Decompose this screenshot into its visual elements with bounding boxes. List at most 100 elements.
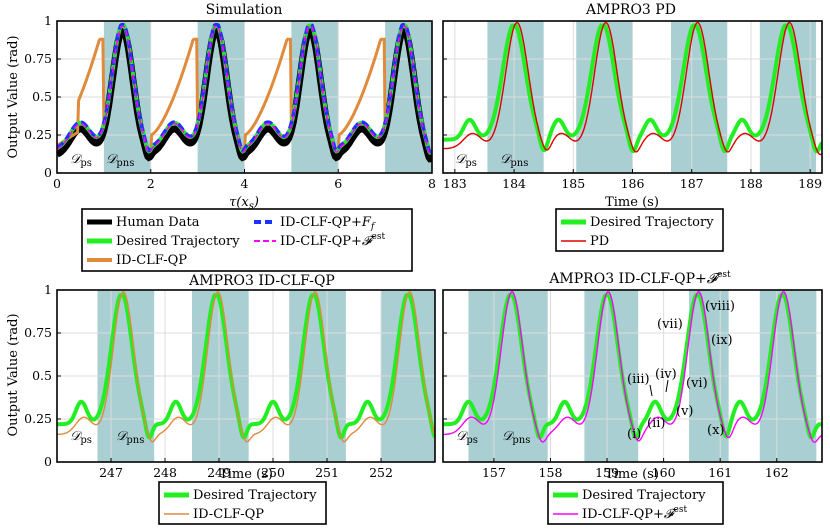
legend-c-idclfqp-label: ID-CLF-QP <box>193 507 264 522</box>
legend-b-desired-label: Desired Trajectory <box>590 215 714 230</box>
x-tick-label: 183 <box>443 176 467 191</box>
y-tick-label: 0.5 <box>32 368 52 383</box>
panel-idclfqp: AMPRO3 ID-CLF-QP 247 248 249 250 251 252 0 0.25… <box>6 273 436 482</box>
panel-d-title: AMPRO3 ID-CLF-QP+𝓕est <box>548 270 731 287</box>
legend-ff-sub: f <box>370 222 376 232</box>
x-tick-label: 6 <box>334 176 342 191</box>
y-tick-label: 0.25 <box>24 411 52 426</box>
x-tick-label: 188 <box>739 176 763 191</box>
panel-d-xlabel: Time (s) <box>605 467 659 482</box>
panel-c-grid <box>57 290 435 462</box>
panel-a-series <box>57 23 432 163</box>
legend-a-box <box>81 208 413 272</box>
x-tick-label: 184 <box>502 176 526 191</box>
x-tick-label: 4 <box>241 176 249 191</box>
panel-b-xlabel: Time (s) <box>605 195 659 210</box>
legend-ff-label: ID-CLF-QP+Ff <box>280 215 376 232</box>
panel-simulation: Simulation 0 2 4 6 800.250.50.751 τ(xs) Outp… <box>6 2 436 212</box>
legend-idclfqp: Desired Trajectory ID-CLF-QP <box>158 481 327 525</box>
legend-d-fest-label: ID-CLF-QP+𝓕est <box>582 505 687 522</box>
x-tick-label: 159 <box>595 465 619 480</box>
annotation-v: (v) <box>676 404 694 419</box>
x-tick-label: 2 <box>147 176 155 191</box>
panel-fest: AMPRO3 ID-CLF-QP+𝓕est 157 158 159 160 161 162… <box>442 270 823 482</box>
annotation-viii: (viii) <box>705 299 735 314</box>
y-tick-label: 0 <box>44 454 52 469</box>
legend-d-fest-sup: est <box>674 505 688 515</box>
x-tick-label: 185 <box>561 176 585 191</box>
legend-b-box <box>555 208 724 252</box>
y-tick-label: 0.75 <box>24 51 52 66</box>
x-tick-label: 8 <box>428 176 436 191</box>
panel-d-series <box>443 290 822 443</box>
annotation-ii: (ii) <box>647 416 665 431</box>
annotation-iii: (iii) <box>627 372 650 387</box>
panel-a-dps-label: 𝒟ps <box>70 152 92 169</box>
x-tick-label: 248 <box>153 465 177 480</box>
panel-pd: AMPRO3 PD 183 184 185 186 187 188 189 Time (s)… <box>442 2 823 210</box>
annotation-vi: (vi) <box>686 376 708 391</box>
legend-c-desired-label: Desired Trajectory <box>193 488 317 503</box>
y-tick-label: 0.5 <box>32 89 52 104</box>
panel-c-ylabel: Output Value (rad) <box>6 313 21 436</box>
y-tick-label: 1 <box>44 282 52 297</box>
x-tick-label: 0 <box>53 176 61 191</box>
x-tick-label: 252 <box>369 465 393 480</box>
annotation-x: (x) <box>707 423 724 438</box>
panel-d-ticks: 157 158 159 160 161 162 <box>443 289 789 480</box>
panel-c-series <box>57 290 435 443</box>
panel-b-ticks: 183 184 185 186 187 188 189 <box>443 20 822 191</box>
x-tick-label: 160 <box>652 465 676 480</box>
x-tick-label: 161 <box>708 465 732 480</box>
panel-a-ticks: 0 2 4 6 8 0 0.25 0.5 0.75 1 <box>24 13 436 191</box>
x-tick-label: 186 <box>621 176 645 191</box>
legend-c-box <box>158 481 327 525</box>
x-tick-label: 247 <box>99 465 123 480</box>
series-pd <box>443 21 822 156</box>
series-id-clf-qp <box>57 290 435 443</box>
x-tick-label: 162 <box>765 465 789 480</box>
annotation-vii: (vii) <box>657 317 683 332</box>
x-tick-label: 187 <box>680 176 704 191</box>
series-desired <box>57 293 435 440</box>
annotation-iv: (iv) <box>655 367 677 382</box>
panel-b-title: AMPRO3 PD <box>585 2 676 18</box>
panel-d-title-text: AMPRO3 ID-CLF-QP+ <box>548 271 706 287</box>
x-tick-label: 251 <box>315 465 339 480</box>
y-tick-label: 0 <box>44 165 52 180</box>
series-id-clf-qp-fest <box>443 290 822 443</box>
panel-c-ticks: 247 248 249 250 251 252 0 0.25 0.5 0.75 1 <box>24 282 393 480</box>
legend-idclfqp-label: ID-CLF-QP <box>116 253 187 268</box>
y-tick-label: 0.75 <box>24 325 52 340</box>
panel-c-dps-label: 𝒟ps <box>70 429 92 446</box>
x-tick-label: 249 <box>207 465 231 480</box>
annotation-ix: (ix) <box>711 333 733 348</box>
legend-human-label: Human Data <box>116 215 200 230</box>
legend-fest-sup: est <box>372 232 386 242</box>
y-tick-label: 1 <box>44 13 52 28</box>
legend-fest-label: ID-CLF-QP+𝓕est <box>280 232 385 249</box>
legend-fest-prefix: ID-CLF-QP+ <box>280 234 362 249</box>
legend-b-pd-label: PD <box>590 234 609 249</box>
legend-desired-label: Desired Trajectory <box>116 234 240 249</box>
x-tick-label: 157 <box>482 465 506 480</box>
annotation-i: (i) <box>627 427 641 442</box>
legend-d-box <box>547 481 724 525</box>
x-tick-label: 189 <box>798 176 822 191</box>
panel-d-title-sup: est <box>717 270 731 280</box>
series-id-clf-qp-fest <box>57 25 432 155</box>
legend-simulation: Human Data Desired Trajectory ID-CLF-QP … <box>81 208 413 272</box>
y-tick-label: 0.25 <box>24 127 52 142</box>
x-tick-label: 158 <box>539 465 563 480</box>
annotation-iv-pointer <box>665 379 669 393</box>
panel-a-title: Simulation <box>206 2 283 18</box>
panel-a-ylabel: Output Value (rad) <box>6 35 21 158</box>
panel-c-xlabel: Time (s) <box>219 467 273 482</box>
panel-b-series <box>443 21 822 156</box>
legend-fest: Desired Trajectory ID-CLF-QP+𝓕est <box>547 481 724 525</box>
legend-d-desired-label: Desired Trajectory <box>582 488 706 503</box>
panel-c-title: AMPRO3 ID-CLF-QP <box>188 273 335 289</box>
x-tick-label: 250 <box>261 465 285 480</box>
panel-b-dps-label: 𝒟ps <box>455 152 477 169</box>
